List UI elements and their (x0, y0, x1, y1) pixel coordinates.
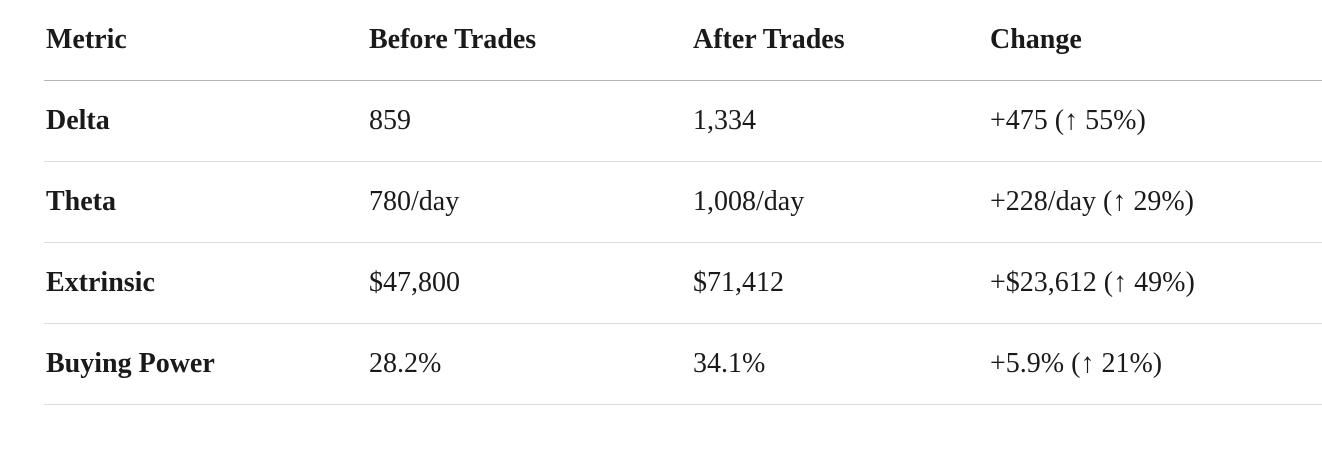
header-cell: Before Trades (367, 0, 691, 81)
cell: 780/day (367, 161, 691, 243)
cell: +$23,612 (↑ 49%) (988, 242, 1322, 324)
metric-name: Theta (44, 161, 367, 243)
table-row: Extrinsic $47,800 $71,412 +$23,612 (↑ 49%) (44, 242, 1322, 324)
header-cell: After Trades (691, 0, 988, 81)
cell: +475 (↑ 55%) (988, 80, 1322, 162)
cell: +5.9% (↑ 21%) (988, 323, 1322, 405)
table-row: Delta 859 1,334 +475 (↑ 55%) (44, 80, 1322, 162)
metrics-table: Metric Before Trades After Trades Change De… (44, 0, 1322, 405)
header-row: Metric Before Trades After Trades Change (44, 0, 1322, 81)
cell: 859 (367, 80, 691, 162)
cell: 1,008/day (691, 161, 988, 243)
cell: $47,800 (367, 242, 691, 324)
cell: $71,412 (691, 242, 988, 324)
table-row: Theta 780/day 1,008/day +228/day (↑ 29%) (44, 161, 1322, 243)
metric-name: Extrinsic (44, 242, 367, 324)
cell: +228/day (↑ 29%) (988, 161, 1322, 243)
cell: 1,334 (691, 80, 988, 162)
cell: 34.1% (691, 323, 988, 405)
header-cell: Change (988, 0, 1322, 81)
table-row: Buying Power 28.2% 34.1% +5.9% (↑ 21%) (44, 323, 1322, 405)
cell: 28.2% (367, 323, 691, 405)
table-body: Delta 859 1,334 +475 (↑ 55%) Theta 780/day 1,0… (44, 80, 1322, 405)
header-cell: Metric (44, 0, 367, 81)
metric-name: Buying Power (44, 323, 367, 405)
metric-name: Delta (44, 80, 367, 162)
